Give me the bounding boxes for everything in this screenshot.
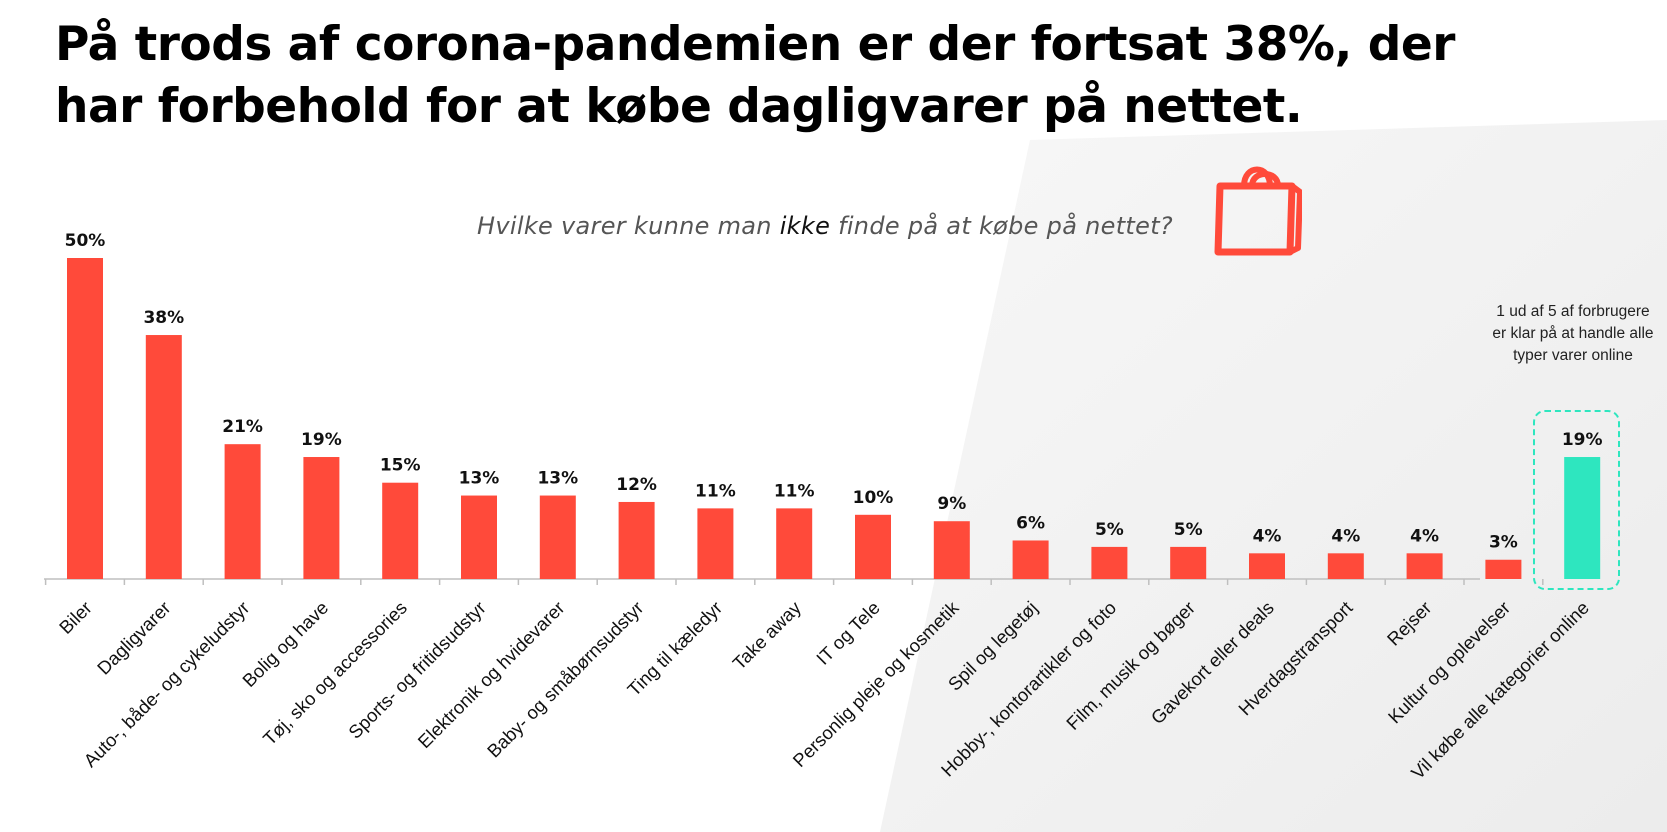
headline: På trods af corona-pandemien er der fort… (55, 17, 1455, 134)
category-label: Tøj, sko og accessories (259, 597, 411, 749)
value-label: 3% (1489, 533, 1518, 553)
bar (303, 457, 340, 579)
category-label: Dagligvarer (93, 597, 175, 679)
bar (933, 521, 970, 579)
category-label: Film, musik og bøger (1062, 597, 1199, 734)
bar (67, 258, 103, 579)
value-label: 38% (143, 308, 184, 328)
chart-subtitle: Hvilke varer kunne man ikke finde på at … (420, 212, 1230, 240)
bar (382, 482, 419, 579)
value-label: 9% (937, 494, 966, 514)
value-label: 13% (537, 469, 578, 489)
bar (1091, 546, 1128, 579)
bar (697, 508, 734, 579)
value-label: 5% (1095, 520, 1124, 540)
bar (855, 514, 891, 579)
subtitle-before: Hvilke varer kunne man (477, 212, 780, 240)
value-label: 15% (380, 456, 421, 476)
bar (145, 335, 182, 579)
bar (461, 495, 497, 579)
bar (776, 508, 813, 579)
category-label: Personlig pleje og kosmetik (789, 596, 964, 771)
bar (1485, 559, 1522, 579)
value-label: 4% (1331, 526, 1360, 546)
bar (224, 444, 261, 579)
value-label: 4% (1253, 526, 1282, 546)
bar-highlight (1564, 457, 1601, 579)
category-label: Elektronik og hvidevarer (413, 597, 568, 752)
category-label: Take away (728, 596, 805, 673)
value-label: 4% (1410, 526, 1439, 546)
subtitle-after: finde på at købe på nettet? (830, 212, 1173, 240)
bar (1170, 546, 1207, 579)
category-label: IT og Tele (812, 597, 884, 669)
value-label: 19% (1562, 430, 1603, 450)
value-label: 11% (695, 481, 736, 501)
value-label: 6% (1016, 513, 1045, 533)
value-label: 21% (222, 417, 263, 437)
value-label: 13% (459, 469, 500, 489)
value-label: 19% (301, 430, 342, 450)
value-label: 5% (1174, 520, 1203, 540)
category-label: Auto-, både- og cykeludstyr (79, 597, 253, 771)
bar (539, 495, 576, 579)
bar (1249, 553, 1285, 579)
bar (1012, 540, 1049, 579)
subtitle-emphasis: ikke (779, 212, 831, 240)
category-label: Rejser (1383, 597, 1436, 650)
bar (1327, 553, 1364, 579)
bar (618, 501, 655, 579)
value-label: 11% (774, 481, 815, 501)
category-label: Baby- og småbørnsudstyr (483, 597, 648, 762)
value-label: 50% (65, 231, 106, 251)
highlight-box (1533, 410, 1620, 590)
shopping-bag-icon (1214, 166, 1302, 256)
value-label: 10% (853, 488, 894, 508)
category-label: Biler (55, 597, 96, 638)
value-label: 12% (616, 475, 657, 495)
callout-text: 1 ud af 5 af forbrugere er klar på at ha… (1492, 303, 1654, 364)
bar (1406, 553, 1443, 579)
category-label: Sports- og fritidsudstyr (344, 597, 490, 743)
